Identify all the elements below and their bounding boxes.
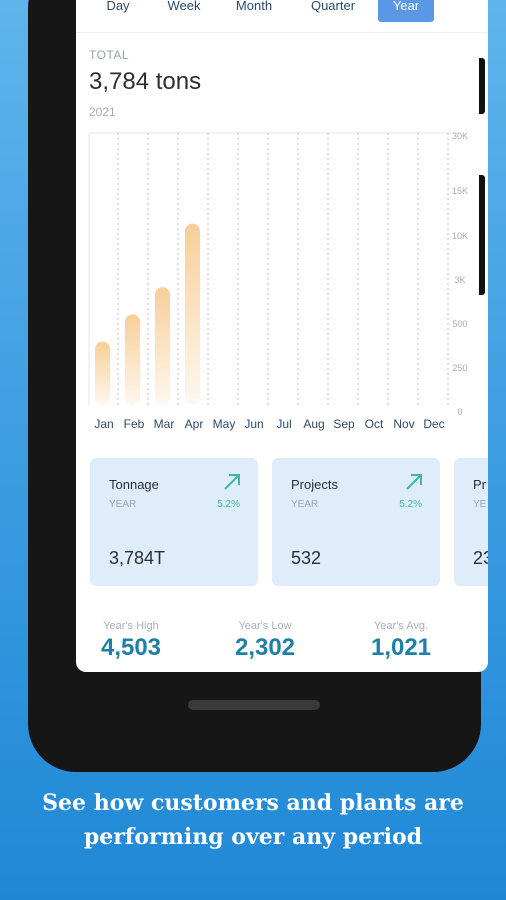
summary-value: 2,302 [234, 634, 296, 661]
total-label: TOTAL [89, 48, 130, 62]
monthly-tonnage-chart: Jan Feb Mar Apr May Jun Jul Aug Sep Oct Nov Dec 30K 1… [88, 131, 468, 431]
total-value: 3,784 tons [89, 68, 202, 95]
chart-x-label: Mar [154, 417, 175, 431]
trend-up-arrow-icon [224, 474, 240, 490]
chart-x-label: May [213, 417, 236, 431]
chart-y-tick-label: 3K [454, 275, 465, 285]
chart-y-tick-label: 250 [452, 363, 467, 373]
tab-year[interactable]: Year [378, 0, 434, 22]
card-title: Projects [291, 477, 338, 492]
chart-x-label: Aug [303, 417, 324, 431]
chart-x-label: Apr [185, 417, 204, 431]
summary-label: Year's Low [238, 620, 292, 632]
chart-bar [185, 223, 200, 405]
summary-label: Year's Avg. [373, 620, 429, 632]
chart-y-tick-label: 10K [452, 231, 468, 241]
chart-x-label: Dec [423, 417, 444, 431]
card-title: Tonnage [109, 477, 159, 492]
chart-x-label: Sep [333, 417, 355, 431]
chart-bar [155, 287, 170, 405]
card-period: YEAR [291, 499, 319, 510]
period-tab-bar: Day Week Month Quarter Year [76, 0, 488, 33]
card-value: 532 [291, 548, 322, 568]
chart-y-tick-label: 30K [452, 131, 468, 141]
chart-y-tick-label: 0 [457, 407, 462, 417]
home-indicator[interactable] [188, 700, 320, 710]
summary-years-avg: Year's Avg. 1,021 [346, 620, 456, 662]
stat-card-partial[interactable]: Pr YE 23 [454, 458, 488, 586]
caption-line-2: performing over any period [83, 824, 423, 850]
marketing-caption: See how customers and plants are perform… [0, 786, 506, 854]
summary-value: 4,503 [100, 634, 162, 661]
card-value: 3,784T [109, 548, 166, 568]
card-title: Pr [473, 477, 486, 492]
chart-x-label: Jul [276, 417, 291, 431]
tab-day[interactable]: Day [106, 0, 130, 13]
chart-x-label: Feb [124, 417, 145, 431]
summary-years-high: Year's High 4,503 [76, 620, 186, 662]
chart-x-label: Jan [94, 417, 113, 431]
phone-frame: Day Week Month Quarter Year TOTAL 3,784 … [28, 0, 488, 772]
app-screen: Day Week Month Quarter Year TOTAL 3,784 … [76, 0, 488, 672]
summary-value: 1,021 [370, 634, 432, 661]
chart-y-tick-label: 500 [452, 319, 467, 329]
card-period: YEAR [109, 499, 137, 510]
caption-line-1: See how customers and plants are [42, 790, 464, 816]
card-value: 23 [473, 548, 488, 568]
stat-card-tonnage[interactable]: Tonnage YEAR 5.2% 3,784T [90, 458, 258, 586]
trend-up-arrow-icon [406, 474, 422, 490]
chart-x-label: Nov [393, 417, 414, 431]
phone-volume-button [479, 175, 485, 295]
card-percent: 5.2% [217, 499, 240, 510]
tab-quarter[interactable]: Quarter [310, 0, 356, 13]
tab-week[interactable]: Week [167, 0, 201, 13]
chart-bar [95, 341, 110, 405]
phone-side-button [479, 58, 485, 114]
tab-month[interactable]: Month [235, 0, 273, 13]
chart-x-label: Jun [244, 417, 263, 431]
total-year: 2021 [89, 105, 116, 119]
card-percent: 5.2% [399, 499, 422, 510]
summary-years-low: Year's Low 2,302 [210, 620, 320, 662]
chart-y-tick-label: 15K [452, 186, 468, 196]
summary-label: Year's High [103, 620, 159, 632]
stat-card-projects[interactable]: Projects YEAR 5.2% 532 [272, 458, 440, 586]
card-period: YE [473, 499, 487, 510]
chart-bar [125, 314, 140, 405]
chart-x-label: Oct [365, 417, 384, 431]
